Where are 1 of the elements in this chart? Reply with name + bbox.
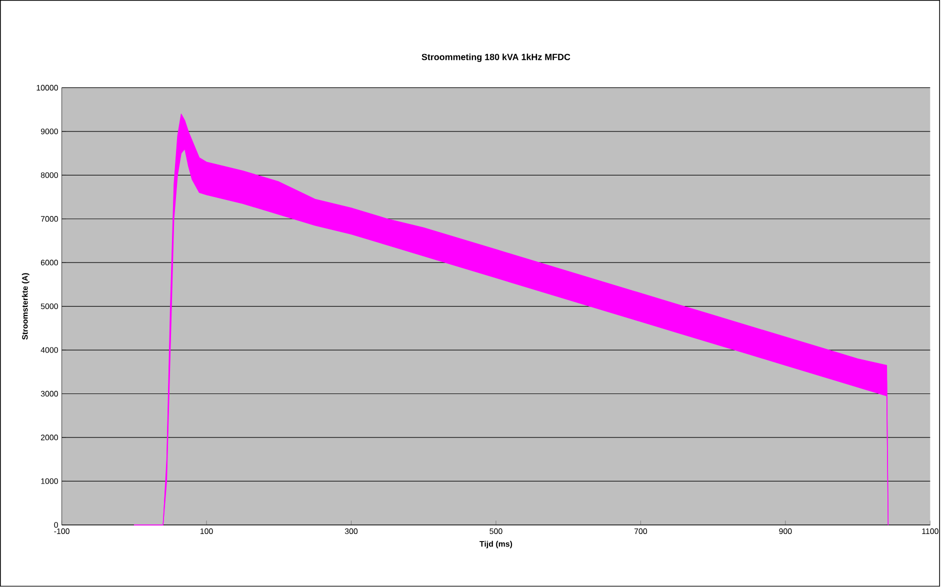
chart-title: Stroommeting 180 kVA 1kHz MFDC bbox=[422, 54, 570, 62]
